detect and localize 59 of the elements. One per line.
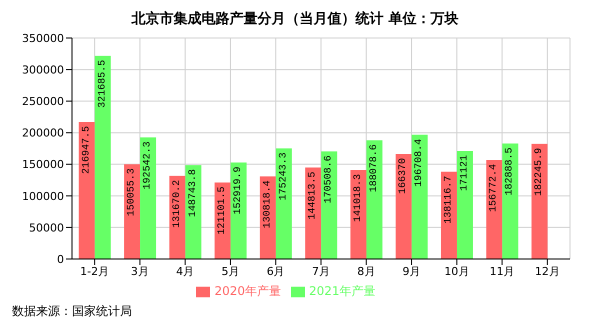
source-note: 数据来源：国家统计局 [12, 303, 132, 320]
legend-label: 2020年产量 [214, 284, 281, 298]
data-label: 141018.3 [352, 174, 364, 222]
data-label: 148743.8 [188, 169, 199, 218]
data-label: 130818.4 [262, 180, 274, 228]
y-tick-label: 250000 [22, 95, 64, 108]
chart-title: 北京市集成电路产量分月（当月值）统计 单位：万块 [130, 10, 460, 29]
bar [456, 150, 473, 259]
y-tick-label: 200000 [22, 126, 64, 140]
bar [532, 144, 548, 259]
data-label: 144813.5 [308, 172, 319, 220]
bar [502, 144, 518, 259]
y-tick-label: 0 [57, 252, 64, 266]
bar [305, 168, 322, 259]
y-tick-label: 150000 [22, 158, 64, 172]
y-tick-label: 100000 [22, 190, 64, 203]
bar [94, 56, 111, 259]
x-tick-label: 11月 [490, 264, 515, 278]
bar [396, 154, 412, 259]
data-label: 192542.3 [142, 141, 154, 190]
y-tick-label: 350000 [22, 32, 64, 45]
data-label: 182888.5 [504, 148, 516, 196]
data-label: 150055.3 [126, 168, 138, 216]
legend-label: 2021年产量 [309, 284, 376, 298]
bar [366, 140, 382, 259]
data-label: 121101.5 [217, 186, 228, 235]
bar [486, 160, 502, 259]
bar [78, 122, 95, 259]
x-tick-label: 1-2月 [80, 264, 110, 278]
x-tick-label: 10月 [444, 264, 470, 278]
x-tick-label: 8月 [357, 264, 376, 278]
bar [140, 137, 156, 259]
data-label: 152919.9 [233, 166, 244, 214]
bar [276, 148, 292, 259]
data-label: 138116.7 [443, 176, 454, 224]
x-tick-label: 4月 [176, 264, 194, 278]
bar [185, 165, 202, 259]
data-label: 171121 [459, 154, 470, 191]
x-tick-label: 3月 [130, 264, 149, 278]
x-tick-label: 12月 [534, 264, 560, 278]
data-label: 156772.4 [488, 164, 500, 212]
x-tick-label: 5月 [221, 264, 240, 278]
x-tick-label: 7月 [312, 264, 330, 278]
data-label: 166370 [398, 158, 410, 194]
data-label: 170508.6 [324, 155, 335, 204]
data-label: 175243.3 [278, 152, 290, 200]
y-tick-label: 50000 [29, 221, 64, 234]
y-tick-label: 300000 [22, 63, 64, 76]
data-label: 196708.4 [414, 138, 426, 187]
data-label: 216947.5 [81, 126, 92, 174]
bar [440, 172, 457, 259]
x-tick-label: 6月 [266, 264, 285, 278]
data-label: 131670.2 [172, 180, 183, 228]
x-tick-label: 9月 [402, 264, 421, 278]
bar [412, 134, 428, 259]
data-label: 321685.5 [97, 60, 108, 108]
data-label: 182245.9 [534, 148, 546, 196]
data-label: 188078.6 [368, 144, 380, 192]
bar [321, 151, 338, 259]
